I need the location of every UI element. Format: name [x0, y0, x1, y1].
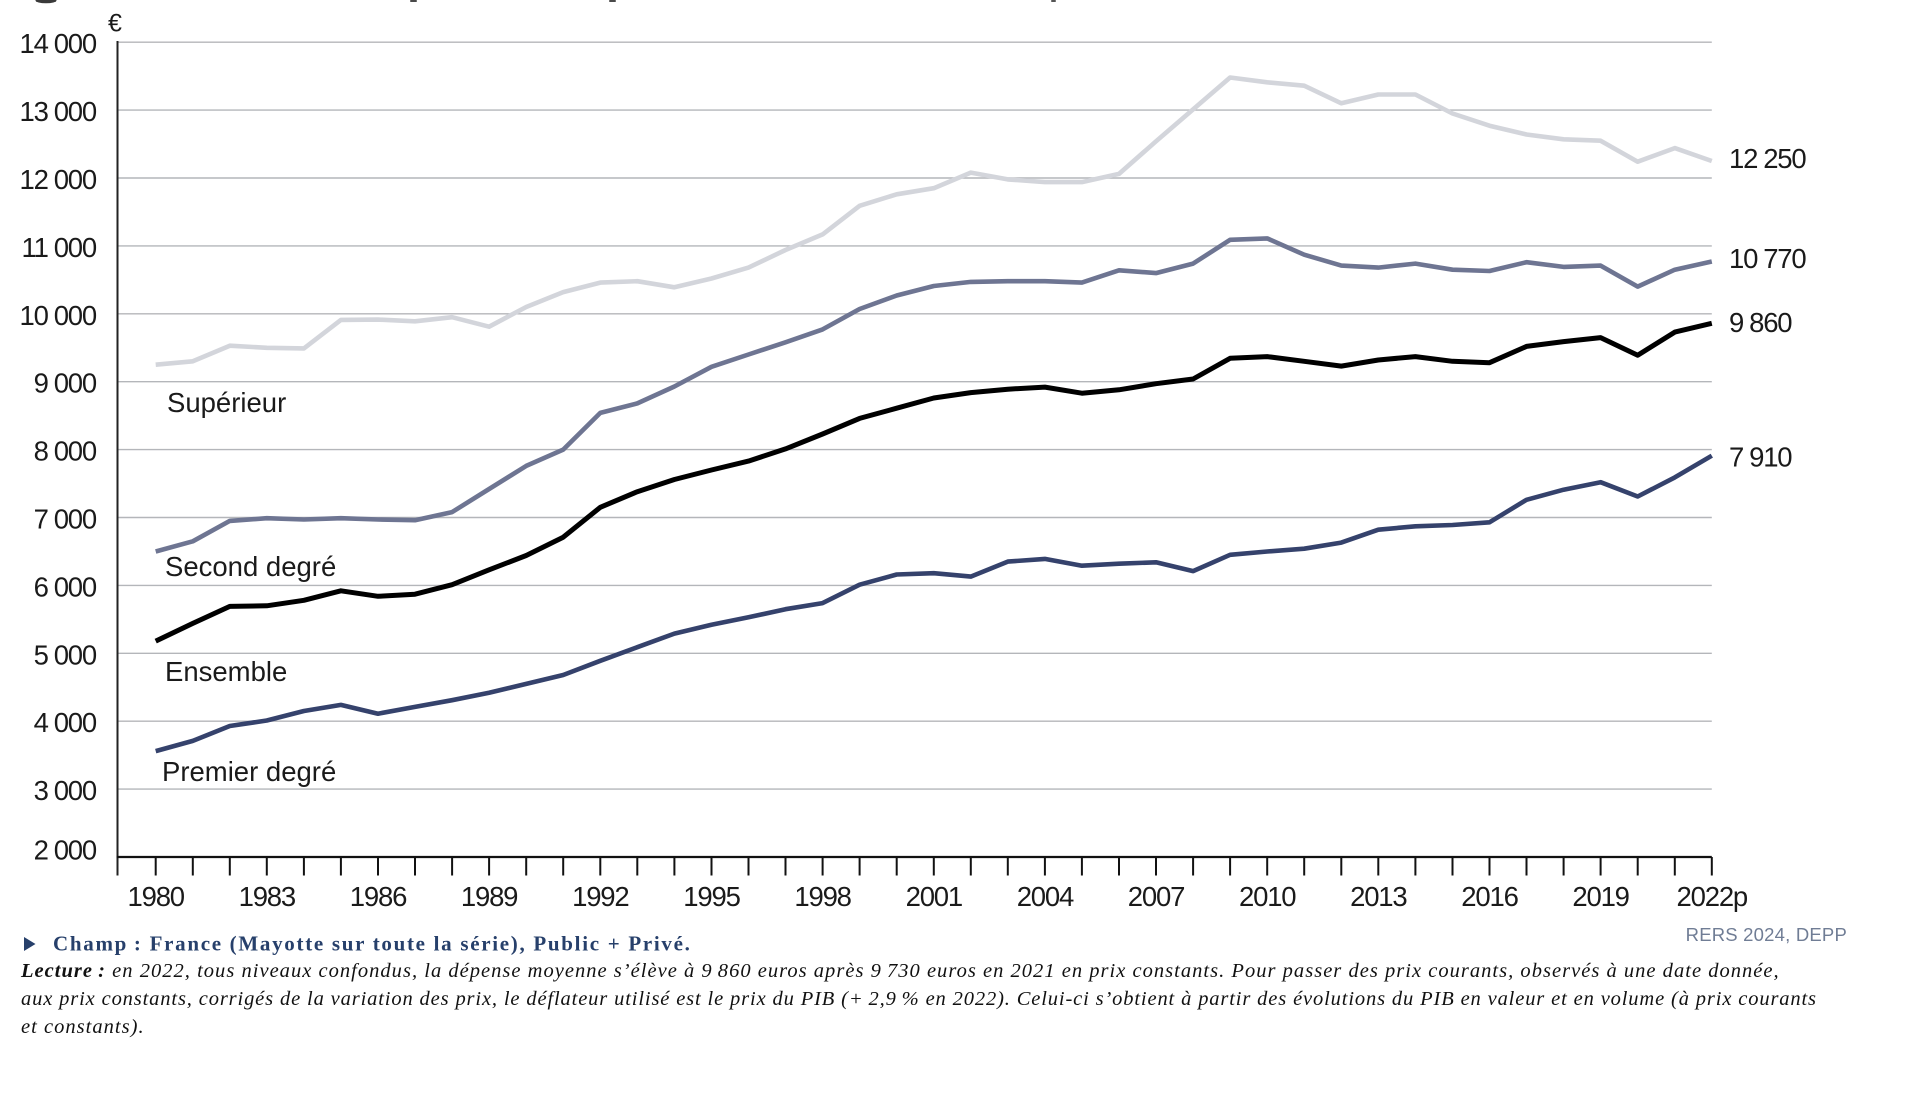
svg-text:2013: 2013 — [1350, 881, 1407, 912]
svg-text:2019: 2019 — [1572, 881, 1628, 912]
svg-text:1980: 1980 — [128, 881, 185, 912]
svg-text:1995: 1995 — [683, 881, 740, 912]
svg-text:1998: 1998 — [794, 881, 851, 912]
svg-text:aux prix constants, corrigés d: aux prix constants, corrigés de la varia… — [21, 988, 1817, 1010]
svg-text:1983: 1983 — [239, 881, 296, 912]
svg-text:Supérieur: Supérieur — [167, 387, 286, 418]
svg-text:2010: 2010 — [1239, 881, 1296, 912]
svg-text:2001: 2001 — [906, 881, 962, 912]
svg-text:1986: 1986 — [350, 881, 407, 912]
svg-text:RERS 2024, DEPP: RERS 2024, DEPP — [1686, 924, 1847, 945]
svg-text:Champ : France (Mayotte sur to: Champ : France (Mayotte sur toute la sér… — [53, 932, 692, 956]
svg-text:2004: 2004 — [1017, 881, 1074, 912]
svg-text:Lecture : en 2022, tous niveau: Lecture : en 2022, tous niveaux confondu… — [20, 960, 1780, 982]
svg-text:1989: 1989 — [461, 881, 517, 912]
svg-text:Premier degré: Premier degré — [162, 756, 336, 787]
svg-text:Ensemble: Ensemble — [165, 656, 287, 687]
svg-text:2007: 2007 — [1128, 881, 1184, 912]
svg-text:2016: 2016 — [1461, 881, 1518, 912]
svg-text:Second degré: Second degré — [165, 551, 336, 582]
svg-text:1992: 1992 — [572, 881, 628, 912]
svg-text:2022p: 2022p — [1677, 881, 1748, 912]
svg-text:et constants).: et constants). — [21, 1016, 145, 1038]
svg-text:€: € — [108, 10, 122, 38]
